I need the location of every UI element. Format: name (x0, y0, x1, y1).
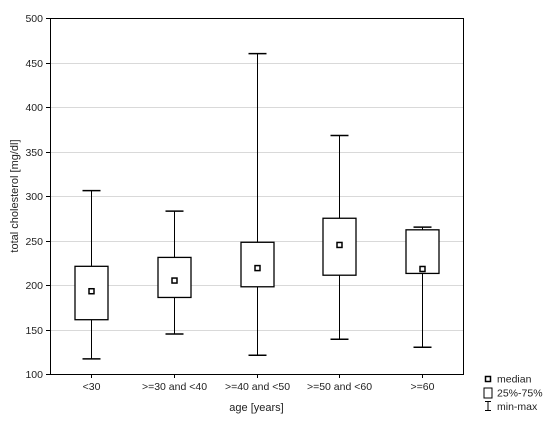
y-tick-label-350: 350 (25, 147, 43, 159)
y-tick-label-300: 300 (25, 191, 43, 203)
box-2 (240, 52, 275, 357)
box-3 (322, 134, 357, 341)
y-axis-label: total cholesterol [mg/dl] (9, 139, 21, 252)
y-axis-ticks: 100 150 200 250 300 350 400 450 500 (25, 13, 50, 381)
x-axis-ticks: <30 >=30 and <40 >=40 and <50 >=50 and <60 >… (83, 374, 435, 393)
legend-whisker-label: min-max (497, 401, 538, 413)
y-tick-label-200: 200 (25, 280, 43, 292)
legend-median-symbol (484, 375, 492, 383)
y-tick-label-250: 250 (25, 236, 43, 248)
x-axis-label: age [years] (229, 402, 283, 414)
y-tick-label-500: 500 (25, 13, 43, 25)
x-tick-label-1: >=30 and <40 (142, 381, 207, 393)
iqr-box-2 (240, 241, 275, 288)
x-tick-label-3: >=50 and <60 (307, 381, 372, 393)
median-marker-2 (254, 264, 261, 272)
legend-box-label: 25%-75% (497, 388, 543, 400)
box-4 (405, 226, 440, 349)
y-tick-label-450: 450 (25, 58, 43, 70)
x-tick-label-2: >=40 and <50 (225, 381, 290, 393)
legend: median 25%-75% min-max (483, 374, 543, 413)
legend-box-symbol (483, 387, 493, 399)
box-series (74, 52, 440, 360)
x-tick-label-0: <30 (83, 381, 101, 393)
median-marker-0 (88, 287, 95, 295)
box-1 (157, 210, 192, 335)
box-0 (74, 189, 109, 360)
legend-whisker-symbol (485, 401, 491, 411)
y-tick-label-150: 150 (25, 325, 43, 337)
grid-lines (50, 63, 463, 331)
median-marker-4 (419, 265, 426, 273)
median-marker-3 (336, 241, 343, 249)
y-tick-label-400: 400 (25, 102, 43, 114)
median-marker-1 (171, 277, 178, 284)
y-tick-label-100: 100 (25, 369, 43, 381)
legend-median-label: median (497, 374, 532, 386)
x-tick-label-4: >=60 (411, 381, 435, 393)
